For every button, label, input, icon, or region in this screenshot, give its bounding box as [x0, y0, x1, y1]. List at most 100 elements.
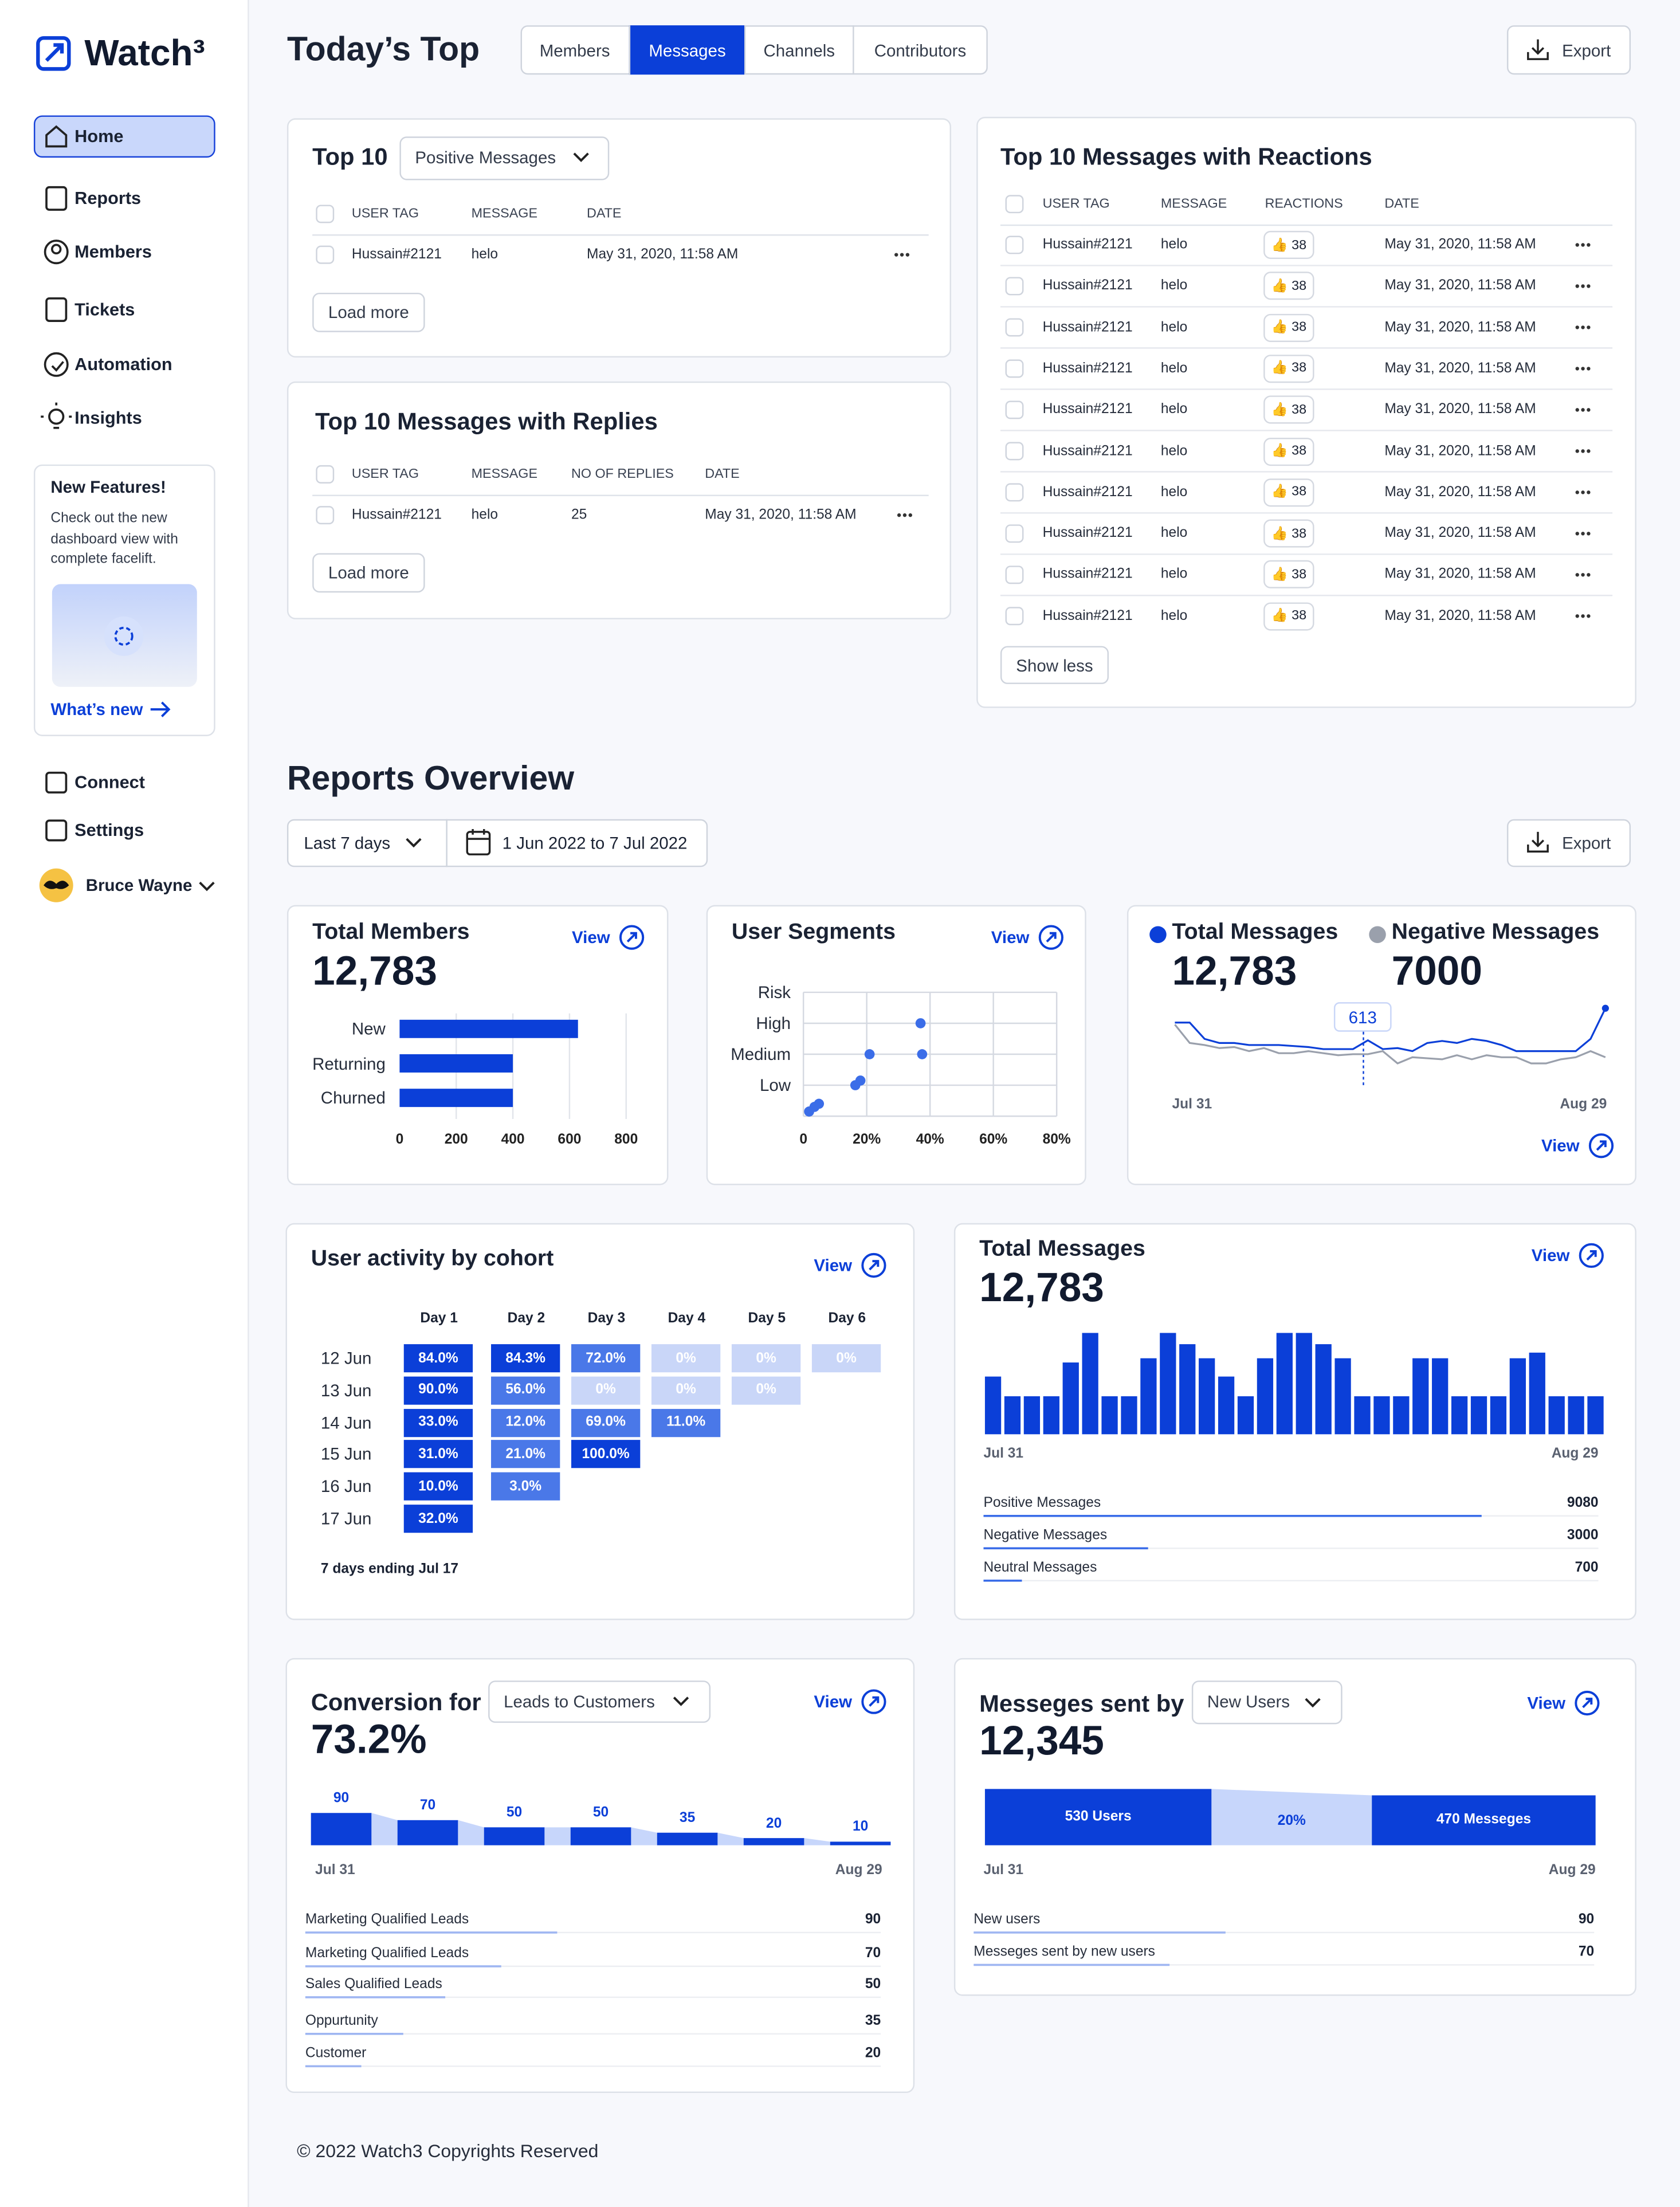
breakdown-label: Negative Messages: [983, 1527, 1108, 1544]
table-cell: helo: [1160, 319, 1188, 335]
load-more[interactable]: Load more: [312, 292, 425, 332]
reaction-pill: 👍 38: [1263, 354, 1314, 383]
filter-dropdown[interactable]: [1191, 1680, 1343, 1725]
cohort-cell: 56.0%: [491, 1376, 560, 1405]
x-tick-label: Jul 31: [1172, 1097, 1212, 1113]
user-segments-card: [706, 905, 1086, 1185]
x-tick-label: Jul 31: [983, 1446, 1024, 1462]
x-tick-label: 0: [799, 1132, 807, 1148]
column-header: Day 3: [587, 1311, 626, 1327]
breakdown-label: Marketing Qualified Leads: [305, 1912, 469, 1928]
column-header: Day 2: [507, 1311, 545, 1327]
view-link[interactable]: View: [814, 1255, 853, 1275]
view-link[interactable]: View: [1531, 1246, 1570, 1266]
cohort-cell: 21.0%: [491, 1440, 560, 1469]
view-link[interactable]: View: [991, 927, 1030, 948]
view-link[interactable]: View: [1541, 1136, 1580, 1156]
breakdown-value: 9080: [1567, 1495, 1599, 1511]
footer: © 2022 Watch3 Copyrights Reserved: [297, 2140, 599, 2162]
nav-item[interactable]: Reports: [74, 189, 142, 209]
table-cell: May 31, 2020, 11:58 AM: [1384, 319, 1536, 335]
tab[interactable]: Messages: [629, 25, 745, 75]
table-cell: helo: [1160, 608, 1188, 624]
reaction-pill: 👍 38: [1263, 313, 1314, 341]
column-header: USER TAG: [351, 206, 419, 222]
card-title: Top 10 Messages with Replies: [315, 408, 658, 435]
tab[interactable]: Members: [539, 40, 610, 60]
column-header: DATE: [586, 206, 622, 222]
card-value: 7000: [1391, 949, 1483, 995]
nav-item[interactable]: Tickets: [74, 300, 135, 320]
export-button[interactable]: Export: [1506, 25, 1631, 75]
table-cell: May 31, 2020, 11:58 AM: [1384, 484, 1536, 500]
cohort-cell: 90.0%: [403, 1376, 473, 1405]
tab[interactable]: Channels: [744, 25, 853, 75]
conversion-card: [285, 1658, 915, 2094]
filter-label: Positive Messages: [415, 147, 556, 168]
y-tick-label: Medium: [731, 1044, 791, 1065]
row-label: 14 Jun: [320, 1412, 372, 1432]
nav-item[interactable]: Automation: [74, 355, 172, 375]
column-header: DATE: [705, 466, 740, 482]
y-tick-label: Churned: [320, 1087, 386, 1108]
table-cell: helo: [471, 247, 498, 263]
nav-active[interactable]: [33, 115, 215, 158]
load-more[interactable]: Load more: [312, 553, 425, 593]
bar-value-label: 20: [766, 1816, 782, 1832]
cohort-cell: 0%: [731, 1376, 801, 1405]
nav-item[interactable]: Connect: [74, 772, 145, 793]
reaction-pill: 👍 38: [1263, 602, 1314, 630]
reaction-pill: 👍 38: [1263, 478, 1314, 506]
breakdown-label: Messeges sent by new users: [974, 1944, 1155, 1960]
table-cell: Hussain#2121: [1042, 402, 1133, 418]
tooltip: 613: [1333, 1002, 1392, 1032]
nav-item[interactable]: Settings: [74, 820, 144, 841]
view-link[interactable]: View: [1527, 1693, 1566, 1713]
show-less[interactable]: Show less: [1000, 646, 1109, 684]
nav-item[interactable]: Members: [74, 242, 152, 262]
x-tick-label: 200: [444, 1132, 468, 1148]
view-link[interactable]: View: [572, 927, 610, 948]
bar-value-label: 10: [852, 1820, 869, 1836]
card-title: Top 10 Messages with Reactions: [1000, 143, 1372, 171]
table-cell: May 31, 2020, 11:58 AM: [586, 247, 739, 263]
table-cell: Hussain#2121: [351, 507, 442, 523]
table-cell: Hussain#2121: [1042, 360, 1133, 376]
table-cell: May 31, 2020, 11:58 AM: [1384, 402, 1536, 418]
cohort-cell: 100.0%: [571, 1440, 641, 1469]
card-title: User activity by cohort: [311, 1247, 554, 1271]
column-header: Day 6: [828, 1311, 866, 1327]
reaction-pill: 👍 38: [1263, 395, 1314, 424]
date-range: 1 Jun 2022 to 7 Jul 2022: [502, 833, 688, 853]
tab[interactable]: Contributors: [853, 25, 986, 75]
export-button[interactable]: Export: [1506, 819, 1631, 867]
view-link[interactable]: View: [814, 1691, 853, 1712]
table-cell: May 31, 2020, 11:58 AM: [1384, 608, 1536, 624]
user-name[interactable]: Bruce Wayne: [85, 875, 193, 896]
table-cell: helo: [1160, 525, 1188, 541]
card-value: 12,783: [312, 949, 437, 995]
promo-link[interactable]: What’s new: [50, 699, 143, 720]
breakdown-value: 70: [1578, 1944, 1595, 1960]
y-tick-label: Low: [759, 1075, 791, 1095]
row-label: 16 Jun: [320, 1476, 372, 1497]
x-tick-label: 40%: [916, 1132, 944, 1148]
card-title: Total Messages: [979, 1237, 1145, 1262]
reaction-pill: 👍 38: [1263, 272, 1314, 300]
bar-value-label: 50: [506, 1805, 523, 1821]
reaction-pill: 👍 38: [1263, 230, 1314, 260]
promo-text: Check out the new dashboard view with co…: [50, 510, 178, 568]
y-tick-label: Risk: [757, 982, 791, 1003]
column-header: Day 4: [668, 1311, 706, 1327]
nav-item[interactable]: Insights: [74, 408, 142, 428]
column-header: Day 5: [748, 1311, 786, 1327]
cohort-cell: 3.0%: [491, 1472, 560, 1501]
breakdown-label: New users: [974, 1912, 1041, 1928]
card-title: Conversion for: [311, 1688, 481, 1716]
breakdown-value: 90: [865, 1912, 881, 1928]
column-header: REACTIONS: [1265, 196, 1343, 212]
table-cell: helo: [1160, 402, 1188, 418]
nav-item[interactable]: Home: [74, 127, 124, 147]
